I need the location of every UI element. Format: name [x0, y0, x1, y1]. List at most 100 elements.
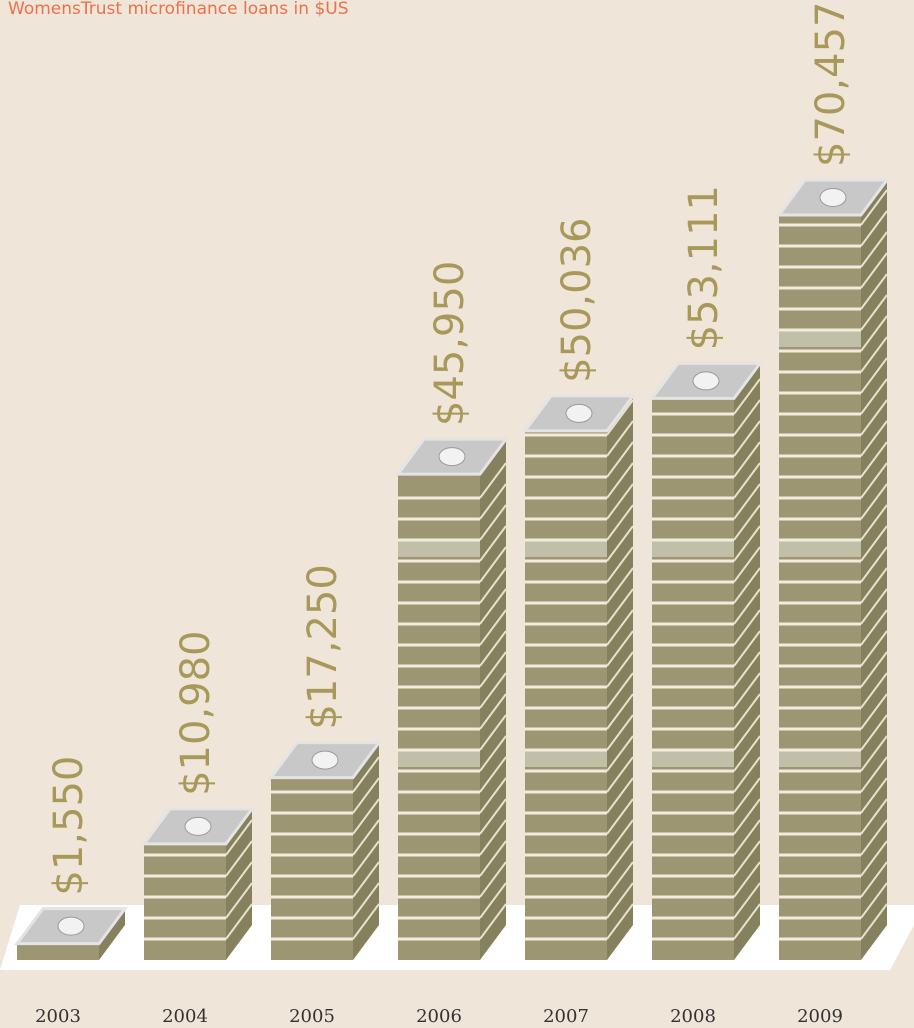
- bill-edge-side: [860, 567, 888, 604]
- bill-edge-side: [733, 756, 761, 793]
- bill-edge-side: [479, 672, 507, 709]
- bill-edge-side: [352, 861, 380, 898]
- bill-edge-side: [860, 441, 888, 478]
- bill-edge-side: [860, 315, 888, 352]
- x-tick-label: 2004: [162, 1006, 208, 1027]
- bill-edge-side: [606, 672, 634, 709]
- bill-emblem: [311, 750, 339, 770]
- bill-band: [525, 540, 607, 557]
- bill-edge-side: [479, 504, 507, 541]
- bill-edge-side: [860, 294, 888, 331]
- bill-edge-side: [479, 735, 507, 772]
- bill-edge-side: [606, 903, 634, 940]
- bill-band: [398, 750, 480, 767]
- bill-edge-side: [479, 882, 507, 919]
- x-tick-label: 2007: [543, 1006, 589, 1027]
- value-label: $45,950: [427, 261, 473, 426]
- bill-edge-side: [733, 903, 761, 940]
- bill-edge-side: [352, 798, 380, 835]
- bill-edge-side: [733, 693, 761, 730]
- bill-emblem: [819, 188, 847, 207]
- bill-edge-side: [606, 546, 634, 583]
- bill-edge-side: [352, 819, 380, 856]
- bill-edge-side: [606, 861, 634, 898]
- bill-edge-side: [860, 525, 888, 562]
- bill-edge-side: [225, 840, 253, 877]
- bill-edge-side: [606, 525, 634, 562]
- bill-edge-side: [733, 882, 761, 919]
- value-label: $53,111: [681, 185, 727, 350]
- bill-edge-side: [733, 399, 761, 436]
- bill-edge-side: [352, 756, 380, 793]
- bill-edge-side: [860, 546, 888, 583]
- bill-edge-side: [479, 525, 507, 562]
- bill-edge-side: [606, 882, 634, 919]
- bar: [17, 943, 99, 960]
- bill-edge-side: [860, 672, 888, 709]
- bill-edge-side: [606, 504, 634, 541]
- bill-edge-side: [225, 882, 253, 919]
- bill-edge-side: [352, 903, 380, 940]
- bar: [652, 398, 734, 960]
- bill-edge-side: [479, 651, 507, 688]
- bill-edge-side: [225, 819, 253, 856]
- bill-edge-side: [860, 861, 888, 898]
- x-tick-label: 2009: [797, 1006, 843, 1027]
- stack-side: [353, 742, 379, 960]
- bill-edge-side: [733, 378, 761, 415]
- bill-edge-side: [733, 651, 761, 688]
- bill-edge-side: [860, 252, 888, 289]
- bill-edge-side: [606, 819, 634, 856]
- chart-title: WomensTrust microfinance loans in $US: [8, 0, 349, 19]
- bill-edge-side: [606, 588, 634, 625]
- bill-band: [779, 750, 861, 767]
- bill-edge-side: [733, 840, 761, 877]
- bill-edge-side: [860, 462, 888, 499]
- stack-side: [861, 180, 887, 960]
- money-stack: [649, 361, 763, 960]
- bill-edge-side: [860, 693, 888, 730]
- bill-edge-side: [606, 399, 634, 436]
- bill-edge-side: [860, 420, 888, 457]
- bill-edge-side: [860, 777, 888, 814]
- bill-edge-side: [606, 441, 634, 478]
- bill-emblem: [692, 371, 720, 391]
- bill-edge-side: [860, 504, 888, 541]
- money-stack: [14, 907, 128, 960]
- bill-edge-side: [606, 777, 634, 814]
- bill-edge-side: [860, 714, 888, 751]
- bill-edge-side: [733, 462, 761, 499]
- bill-edge-side: [479, 609, 507, 646]
- bill-edge-side: [225, 861, 253, 898]
- bill-edge-side: [733, 777, 761, 814]
- bill-edge-side: [860, 840, 888, 877]
- bill-edge-side: [860, 756, 888, 793]
- bill-edge-side: [606, 630, 634, 667]
- money-stack: [268, 741, 382, 960]
- bill-edge-side: [606, 735, 634, 772]
- bill-edge-side: [606, 798, 634, 835]
- bill-emblem: [184, 816, 212, 836]
- bill-edge-side: [860, 588, 888, 625]
- bill-edge-side: [733, 819, 761, 856]
- bill-edge-side: [606, 420, 634, 457]
- bill-edge-side: [479, 840, 507, 877]
- bill-edge-side: [733, 630, 761, 667]
- bill-edge-side: [479, 861, 507, 898]
- bill-edge-side: [860, 231, 888, 268]
- bill-edge-side: [479, 777, 507, 814]
- bill-edge-side: [352, 882, 380, 919]
- bill-edge-side: [733, 735, 761, 772]
- bill-edge-side: [479, 567, 507, 604]
- money-stack: [522, 394, 636, 960]
- bill-edge-side: [733, 672, 761, 709]
- stack-side: [99, 908, 125, 960]
- bill-edge-side: [860, 882, 888, 919]
- bill-edge-side: [860, 273, 888, 310]
- value-label: $10,980: [173, 630, 219, 795]
- bill-edge-side: [479, 546, 507, 583]
- bill-edge-side: [479, 819, 507, 856]
- bill-edge-side: [479, 693, 507, 730]
- bill-edge-side: [606, 756, 634, 793]
